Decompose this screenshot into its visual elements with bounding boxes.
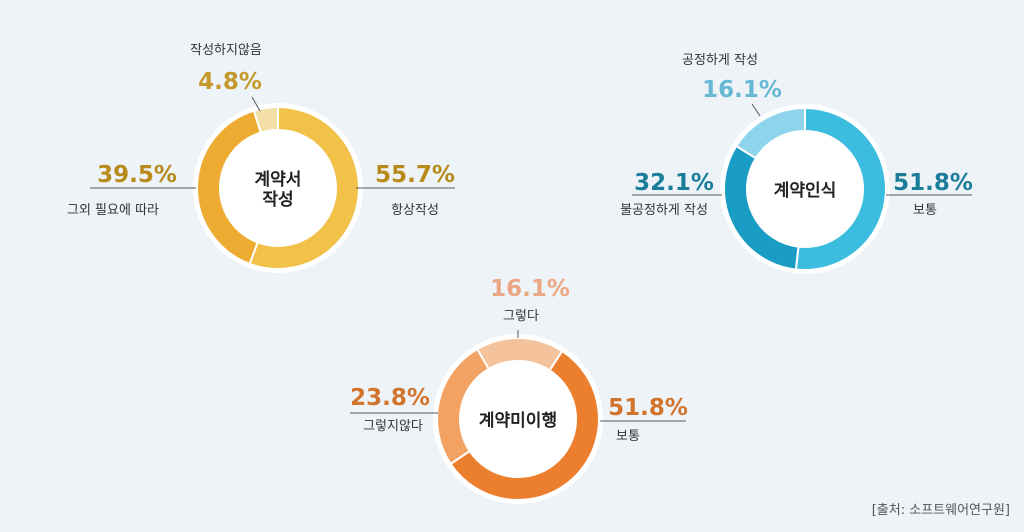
slice-label: 보통 [616,429,640,444]
slice-percent: 51.8% [608,395,688,421]
slice-percent: 51.8% [893,170,973,196]
donut-slice [794,106,887,271]
slice-label: 그외 필요에 따라 [67,203,159,218]
slice-label: 보통 [913,203,937,218]
leader-line [251,96,261,112]
slice-percent: 39.5% [97,162,177,188]
slice-label: 그렇다 [503,309,539,324]
slice-label: 공정하게 작성 [682,53,758,68]
slice-percent: 32.1% [634,170,714,196]
slice-label: 그렇지않다 [363,419,423,434]
slice-label: 항상작성 [391,203,439,218]
chart-contract-nonperformance: 계약미이행 51.8% 보통 23.8% 그렇지않다 16.1% 그렇다 [350,276,688,504]
donut-hole [747,131,863,247]
slice-percent: 4.8% [198,69,262,95]
center-label: 작성 [262,190,293,210]
slice-percent: 16.1% [702,77,782,103]
donut-hole [220,130,336,246]
center-label: 계약인식 [774,180,837,201]
center-label: 계약미이행 [479,410,557,431]
slice-label: 작성하지않음 [190,43,262,58]
leader-line [751,103,761,117]
slice-percent: 55.7% [375,162,455,188]
donut-slice [449,349,600,501]
slice-percent: 16.1% [490,276,570,302]
slice-label: 불공정하게 작성 [620,203,708,218]
donut-hole [460,361,576,477]
source-note: [출처: 소프트웨어연구원] [871,503,1010,518]
slice-percent: 23.8% [350,385,430,411]
chart-contract-awareness: 계약인식 51.8% 보통 32.1% 불공정하게 작성 16.1% 공정하게 작성 [620,53,973,274]
center-label: 계약서 [255,169,302,190]
